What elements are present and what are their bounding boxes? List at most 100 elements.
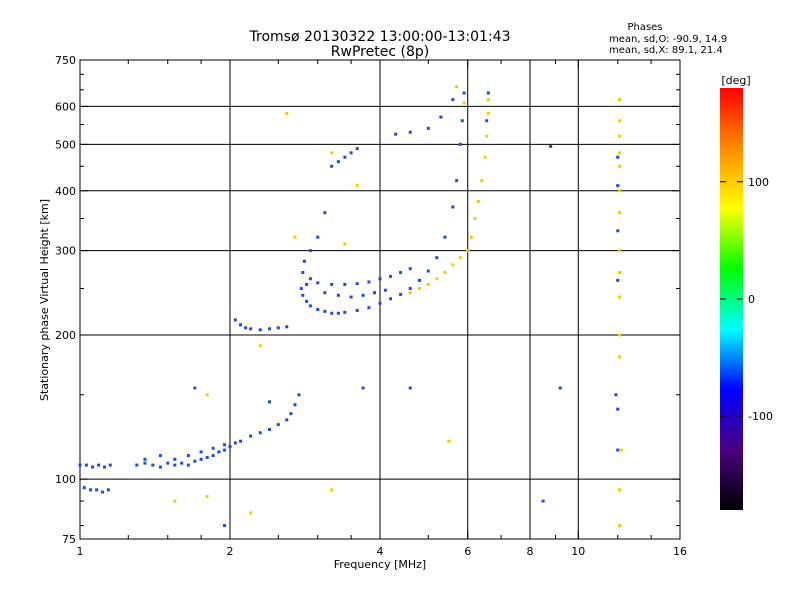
data-point (158, 465, 162, 469)
data-point (616, 278, 620, 282)
data-point (426, 282, 430, 286)
data-point (323, 309, 327, 313)
data-point (417, 287, 421, 291)
data-point (483, 155, 487, 159)
y-tick-label: 100 (55, 473, 76, 486)
data-point (316, 281, 320, 285)
data-point (451, 205, 455, 209)
data-point (486, 111, 490, 115)
data-point (480, 179, 484, 183)
data-point (349, 295, 353, 299)
data-point (458, 142, 462, 146)
data-point (383, 288, 387, 292)
data-point (91, 465, 95, 469)
data-point (223, 443, 227, 447)
data-point (618, 524, 622, 528)
data-point (205, 494, 209, 498)
data-point (399, 292, 403, 296)
data-point (249, 511, 253, 515)
data-point (258, 344, 262, 348)
x-tick-label: 1 (77, 545, 84, 558)
data-point (616, 155, 620, 159)
data-point (451, 98, 455, 102)
data-point (186, 463, 190, 467)
data-point (455, 179, 459, 183)
data-point (316, 308, 320, 312)
y-axis-label: Stationary phase Virtual Height [km] (38, 199, 51, 401)
data-point (486, 98, 490, 102)
data-point (302, 259, 306, 263)
data-point (151, 463, 155, 467)
data-point (205, 455, 209, 459)
data-point (239, 439, 243, 443)
data-point (308, 249, 312, 253)
data-point (308, 277, 312, 281)
data-point (455, 85, 459, 89)
data-point (239, 323, 243, 327)
data-point (426, 126, 430, 130)
data-point (186, 454, 190, 458)
data-point (299, 287, 303, 291)
data-point (361, 293, 365, 297)
data-point (330, 488, 334, 492)
data-point (143, 461, 147, 465)
x-tick-label: 10 (571, 545, 585, 558)
data-point (558, 386, 562, 390)
data-point (355, 147, 359, 151)
data-point (293, 403, 297, 407)
data-point (355, 184, 359, 188)
data-point (462, 101, 466, 105)
data-point (616, 407, 620, 411)
data-point (619, 448, 623, 452)
data-point (443, 271, 447, 275)
data-point (205, 393, 209, 397)
data-point (97, 463, 101, 467)
x-tick-label: 8 (527, 545, 534, 558)
data-point (336, 311, 340, 315)
data-point (394, 132, 398, 136)
phase-info-heading: Phases (627, 22, 662, 33)
data-point (173, 457, 177, 461)
data-point (408, 386, 412, 390)
data-point (408, 130, 412, 134)
data-point (486, 91, 490, 95)
data-point (408, 267, 412, 271)
data-point (199, 450, 203, 454)
data-point (541, 499, 545, 503)
data-point (355, 308, 359, 312)
data-point (485, 119, 489, 123)
data-point (485, 134, 489, 138)
y-tick-label: 300 (55, 245, 76, 258)
x-tick-label: 2 (227, 545, 234, 558)
data-point (276, 326, 280, 330)
data-point (618, 295, 622, 299)
data-point (389, 274, 393, 278)
data-point (180, 461, 184, 465)
data-point (473, 217, 477, 221)
data-point (211, 454, 215, 458)
data-point (361, 386, 365, 390)
data-point (78, 463, 82, 467)
data-point (439, 115, 443, 119)
y-tick-label: 600 (55, 100, 76, 113)
data-point (349, 151, 353, 155)
data-point (267, 400, 271, 404)
data-point (408, 287, 412, 291)
data-point (435, 277, 439, 281)
data-point (616, 184, 620, 188)
colorbar-tick-label: -100 (748, 410, 773, 423)
grid-lines (80, 60, 680, 539)
data-point (217, 450, 221, 454)
data-point (84, 463, 88, 467)
y-tick-label: 500 (55, 138, 76, 151)
x-tick-label: 6 (464, 545, 471, 558)
data-point (343, 155, 347, 159)
data-point (618, 333, 622, 337)
data-point (458, 256, 462, 260)
data-point (199, 457, 203, 461)
y-tick-label: 75 (62, 533, 76, 546)
data-point (158, 454, 162, 458)
data-point (82, 486, 86, 490)
data-point (166, 461, 170, 465)
data-point (276, 423, 280, 427)
